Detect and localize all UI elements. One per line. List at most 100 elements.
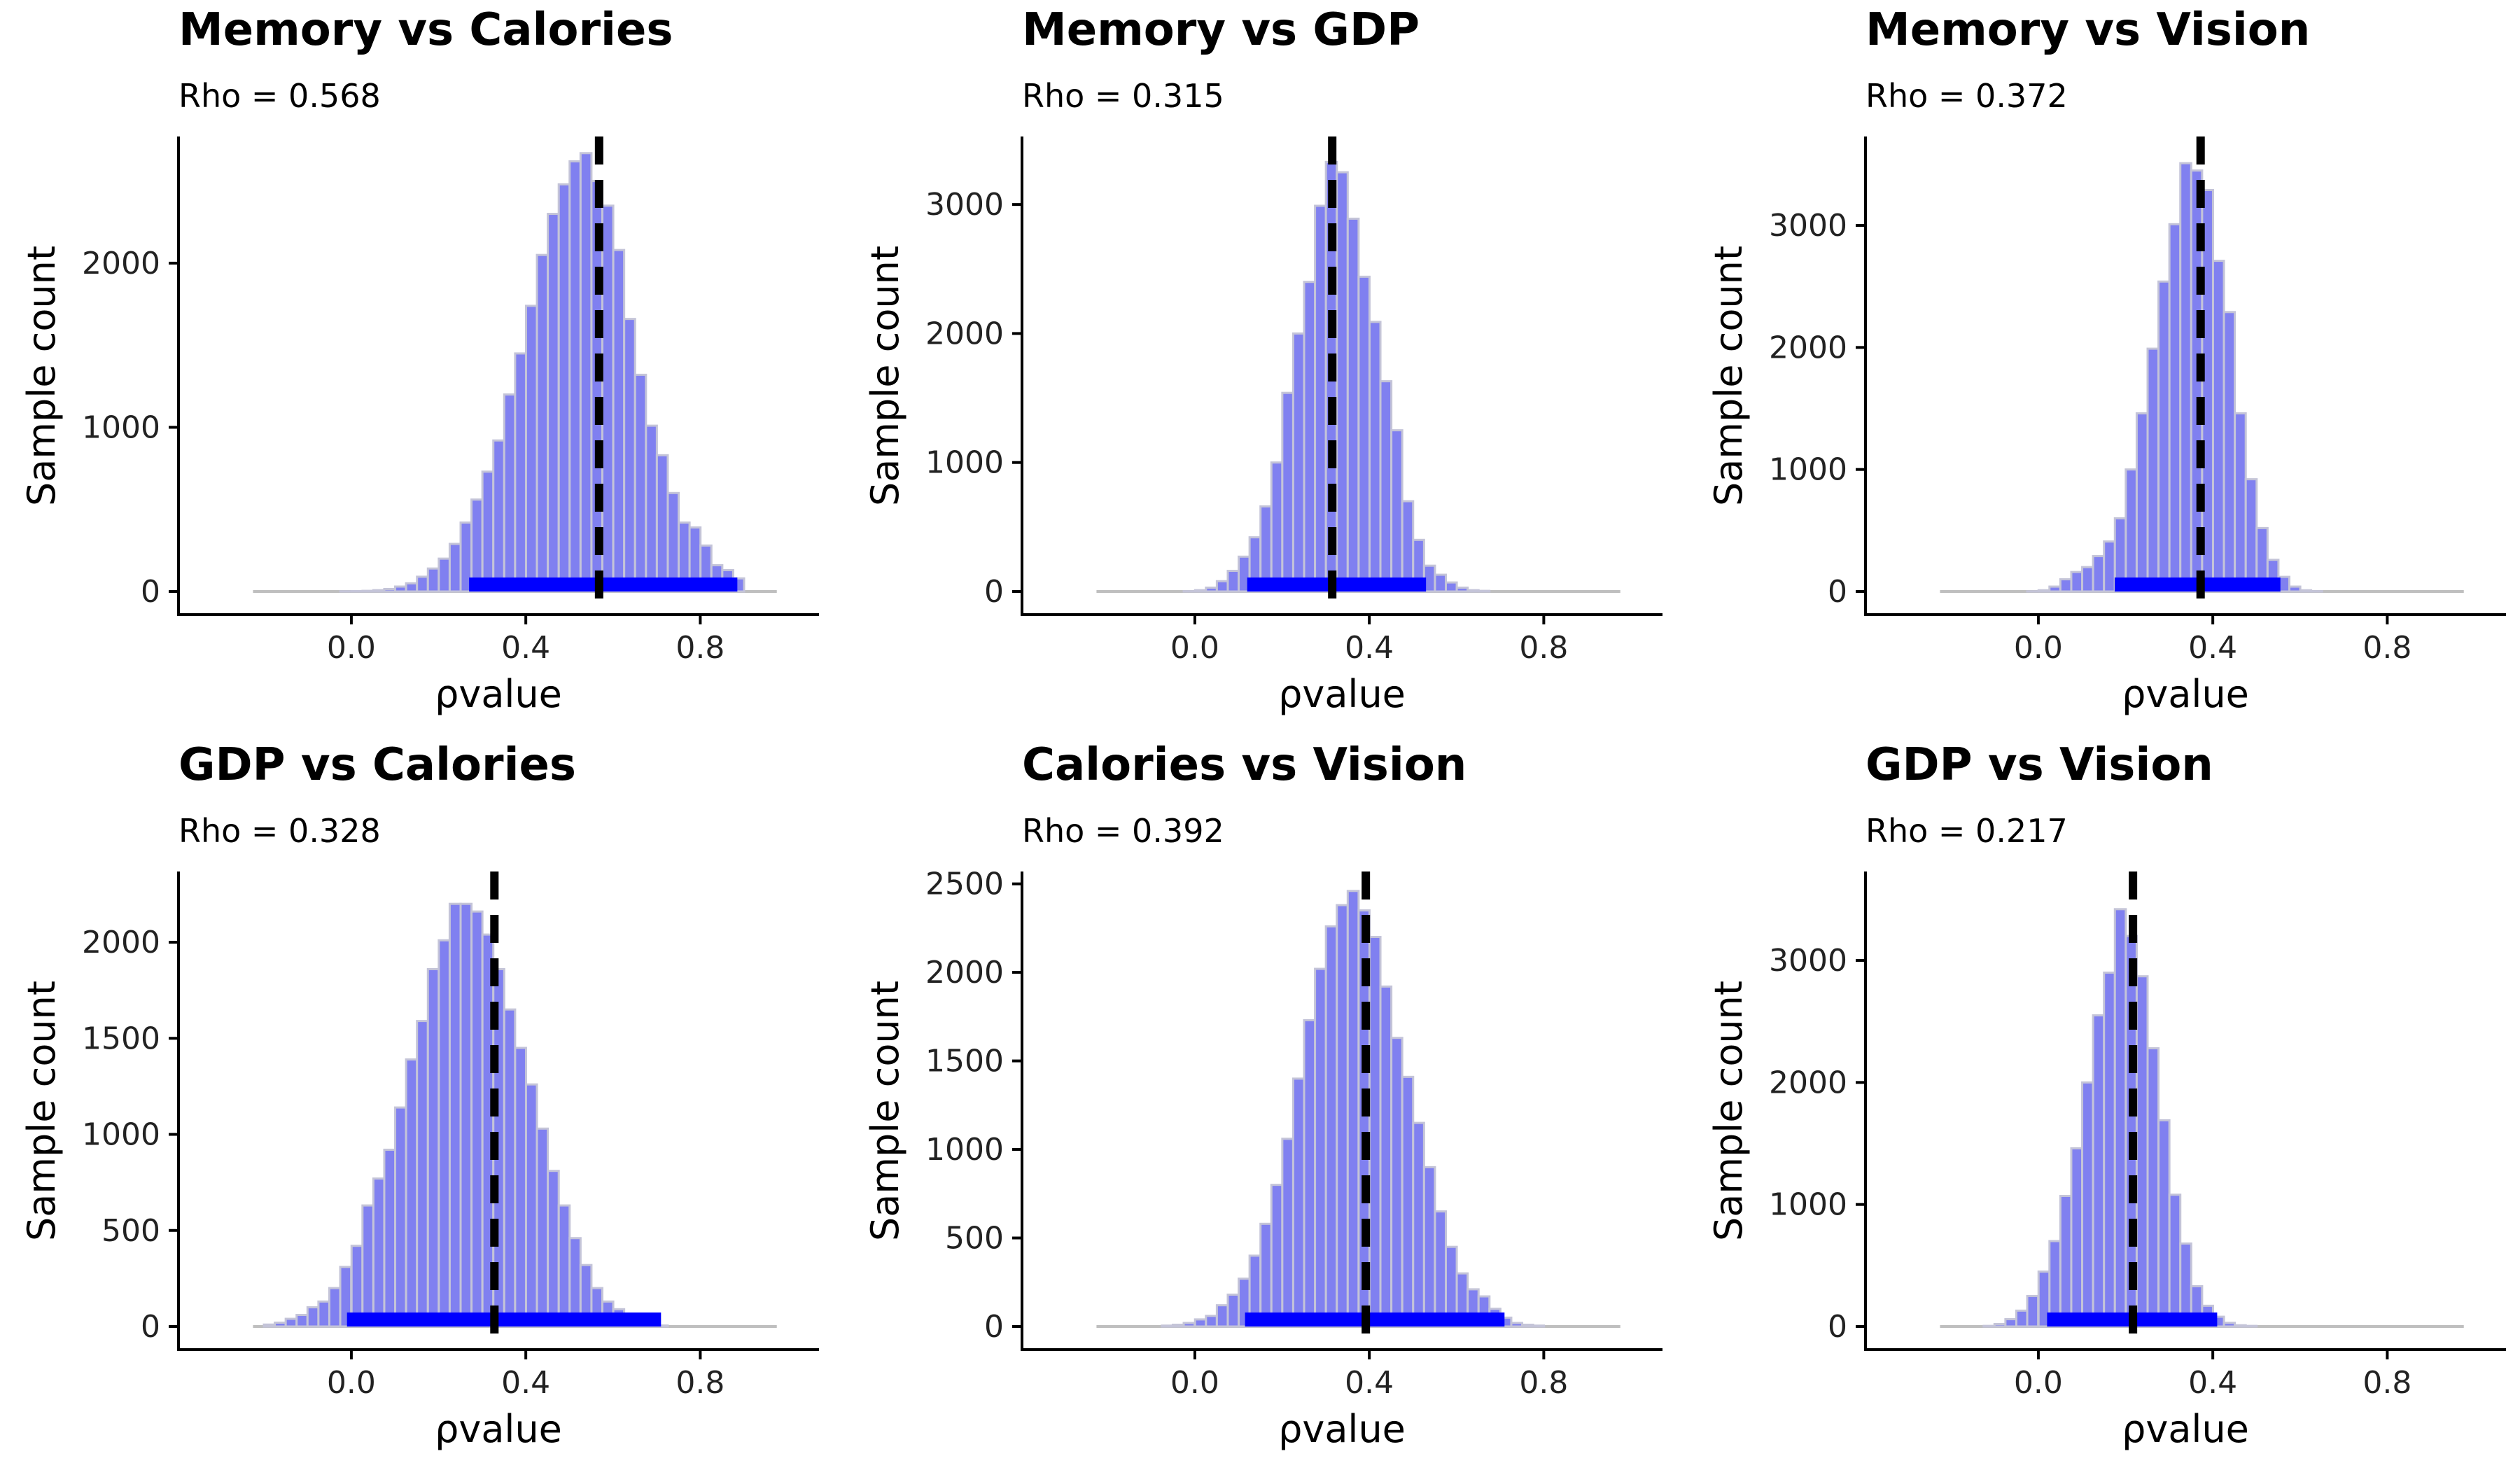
histogram-bar [448,902,462,1328]
histogram-bar [547,1170,560,1328]
y-tick-label: 0 [984,574,1004,610]
histogram-bar [2157,280,2171,593]
x-axis-label: ρvalue [2122,672,2249,716]
histogram-bar [1281,391,1294,593]
y-tick-label: 0 [1828,574,1847,610]
y-tick-label: 3000 [1769,943,1847,979]
y-tick-label: 0 [141,1309,160,1345]
histogram-bar [1215,1304,1229,1328]
y-tick-label: 1000 [925,445,1004,481]
histogram-bar [372,589,386,593]
x-tick-label: 0.8 [2362,630,2412,666]
y-tick-label: 0 [1828,1309,1847,1345]
histogram-bar [2288,585,2302,593]
histogram-bar [1270,1184,1284,1328]
histogram-bar [503,1008,517,1328]
x-tick-label: 0.8 [2362,1365,2412,1401]
x-axis-label: ρvalue [435,672,562,716]
histogram-bar [2070,570,2084,593]
histogram-bar [1324,925,1338,1328]
y-tick-label: 2000 [82,246,160,281]
histogram-bar [394,585,407,593]
histogram-bar [1259,1222,1273,1328]
y-tick-label: 1000 [1769,452,1847,488]
histogram-plot: 0 500 1000 1500 2000 2500 0.0 0.4 0.8 ρvalue Sampl… [863,867,1662,1451]
histogram-bar [1521,1323,1534,1328]
histogram-bar [623,318,636,593]
histogram-bar [1455,586,1469,593]
y-tick-label: 3000 [925,187,1004,223]
histogram-bar [557,1204,571,1328]
histogram-bar [1281,1138,1294,1328]
interval-bar [1247,578,1427,592]
histogram-bar [1226,1293,1240,1328]
histogram-bar [2092,554,2106,593]
y-tick-label: 2000 [1769,330,1847,365]
histogram-bar [262,1323,276,1328]
histogram-bar [426,967,440,1328]
panel-title: GDP vs Calories [178,739,576,791]
histogram-bar [503,393,517,593]
y-tick-label: 500 [102,1213,160,1249]
histogram-bar [1303,1018,1317,1328]
panel-title: Calories vs Vision [1022,739,1467,791]
histogram-bar [1292,332,1306,593]
histogram-plot: 0 1000 2000 3000 0.0 0.4 0.8 ρvalue Sample count [863,136,1662,716]
histogram-bar [438,557,451,593]
histogram-bar [481,470,495,593]
histogram-bar [2103,971,2116,1328]
histogram-bar [547,213,560,593]
histogram-bar [361,1204,374,1328]
histogram-bar [1390,1037,1404,1328]
histogram-bar [1379,380,1393,593]
y-tick-label: 1500 [82,1021,160,1056]
histogram-bar [2124,468,2138,593]
y-tick-label: 2000 [1769,1065,1847,1100]
histogram-bar [524,1083,538,1328]
y-tick-label: 1000 [82,410,160,445]
histogram-bar [2211,260,2225,593]
histogram-bar [1434,1210,1448,1328]
histogram-bar [1292,1077,1306,1328]
histogram-plot: 0 1000 2000 3000 0.0 0.4 0.8 ρvalue Sample count [1707,872,2506,1451]
histogram-bar [1993,1323,2007,1328]
panel-title: Memory vs GDP [1022,4,1420,56]
histogram-bar [1336,171,1349,593]
histogram-bar [524,304,538,593]
histogram-bar [514,352,527,593]
panel-memory-vs-calories: Memory vs Calories Rho = 0.568 0 1000 2000… [7,0,819,716]
panel-gdp-vs-vision: GDP vs Vision Rho = 0.217 0 1000 2000 3000 0… [1694,735,2506,1451]
histogram-bar [1194,1318,1208,1328]
x-tick-label: 0.4 [501,1365,550,1401]
histogram-bar [2299,589,2313,593]
histogram-bar [383,1148,397,1328]
x-tick-label: 0.4 [1345,1365,1394,1401]
x-tick-label: 0.0 [327,1365,376,1401]
x-tick-label: 0.4 [1345,630,1394,666]
x-axis-label: ρvalue [1278,672,1406,716]
y-tick-label: 0 [984,1309,1004,1345]
x-tick-label: 0.8 [676,1365,724,1401]
histogram-bar [1368,321,1382,593]
histogram-bar [1466,589,1480,593]
histogram-bar [416,1020,429,1328]
histogram-bar [295,1314,309,1328]
panel-subtitle: Rho = 0.392 [1022,812,1224,850]
x-tick-label: 0.0 [1170,630,1219,666]
histogram-bar [1434,573,1448,593]
histogram-bar [666,491,680,593]
histogram-bar [2168,1194,2182,1328]
histogram-bar [536,1127,550,1328]
y-axis-label: Sample count [20,981,64,1241]
y-axis-label: Sample count [863,246,907,506]
interval-bar [346,1312,662,1326]
panel-memory-vs-gdp: Memory vs GDP Rho = 0.315 0 1000 2000 3000 0… [850,0,1662,716]
histogram-bar [1510,1322,1524,1328]
histogram-bar [2004,1318,2017,1328]
histogram-bar [1401,1075,1415,1328]
y-tick-label: 0 [141,574,160,610]
y-axis-label: Sample count [1707,981,1751,1241]
histogram-bar [1346,217,1360,593]
histogram-plot: 0 1000 2000 0.0 0.4 0.8 ρvalue Sample count [20,136,819,716]
x-tick-label: 0.0 [2014,630,2063,666]
